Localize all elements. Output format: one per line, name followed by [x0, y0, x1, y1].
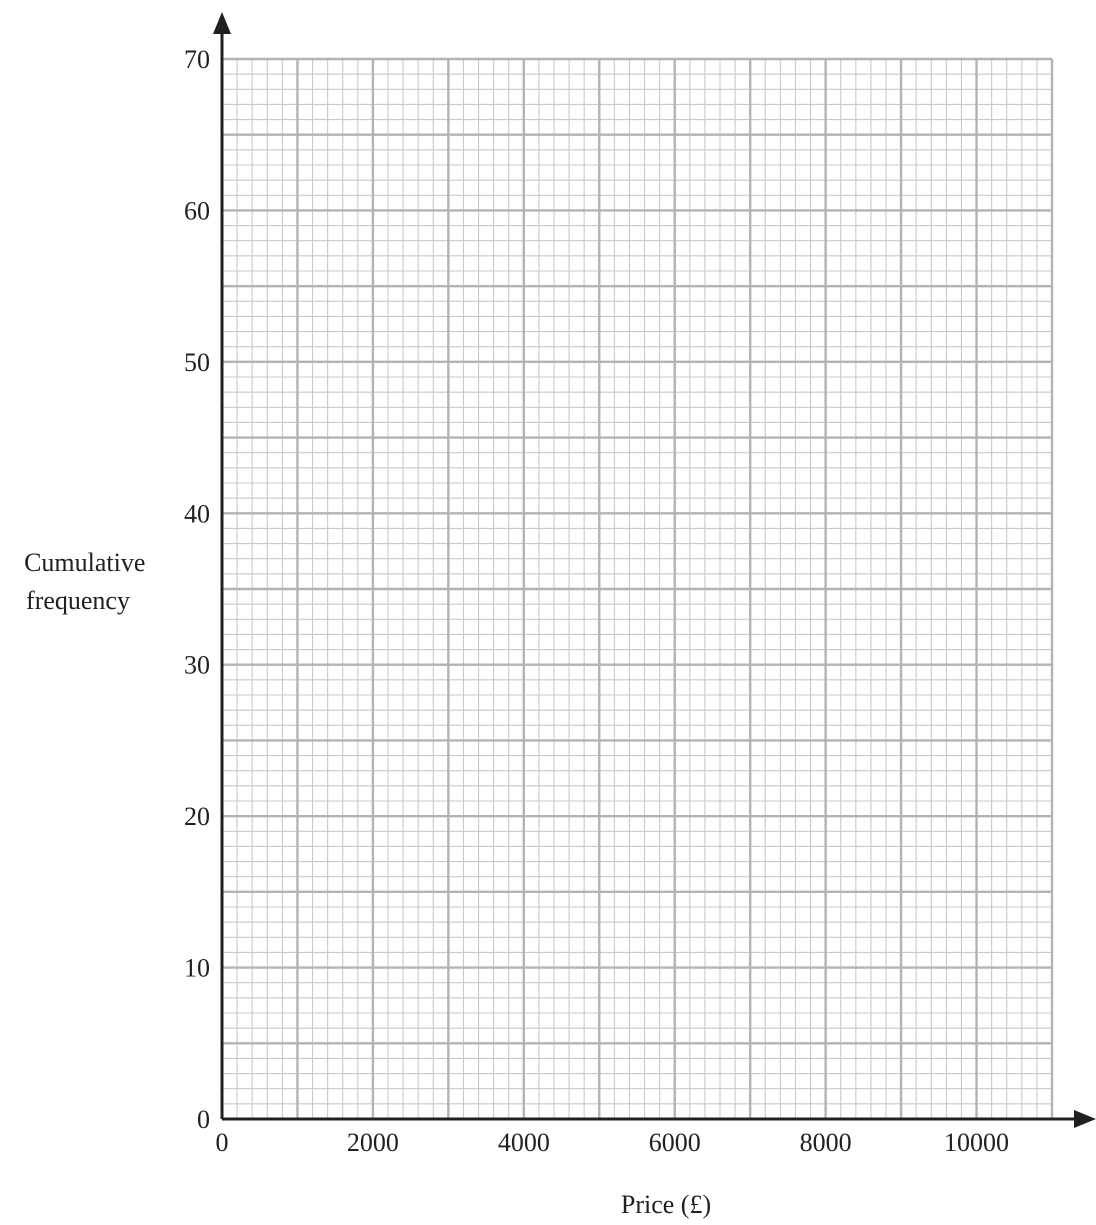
y-tick-label: 50 [184, 348, 210, 377]
y-axis-title-line-2: frequency [26, 586, 130, 615]
x-tick-label: 2000 [347, 1128, 399, 1157]
x-tick-label: 10000 [944, 1128, 1009, 1157]
y-axis-arrow [213, 12, 231, 34]
x-tick-label: 6000 [649, 1128, 701, 1157]
x-axis-arrow [1074, 1110, 1096, 1128]
y-tick-label: 30 [184, 651, 210, 680]
axes [213, 12, 1096, 1128]
y-tick-label: 10 [184, 954, 210, 983]
x-tick-labels: 0 2000 4000 6000 8000 10000 [216, 1128, 1010, 1157]
y-tick-labels: 0 10 20 30 40 50 60 70 [184, 45, 210, 1134]
y-tick-label: 20 [184, 802, 210, 831]
x-tick-label: 0 [216, 1128, 229, 1157]
y-axis-title: Cumulative frequency [24, 548, 152, 615]
x-axis-title: Price (£) [621, 1190, 711, 1219]
x-tick-label: 8000 [800, 1128, 852, 1157]
y-tick-label: 40 [184, 499, 210, 528]
grid-major-lines [220, 57, 1054, 1121]
y-axis-title-line-1: Cumulative [24, 548, 145, 577]
y-tick-label: 70 [184, 45, 210, 74]
y-tick-label: 0 [197, 1105, 210, 1134]
x-tick-label: 4000 [498, 1128, 550, 1157]
y-tick-label: 60 [184, 196, 210, 225]
